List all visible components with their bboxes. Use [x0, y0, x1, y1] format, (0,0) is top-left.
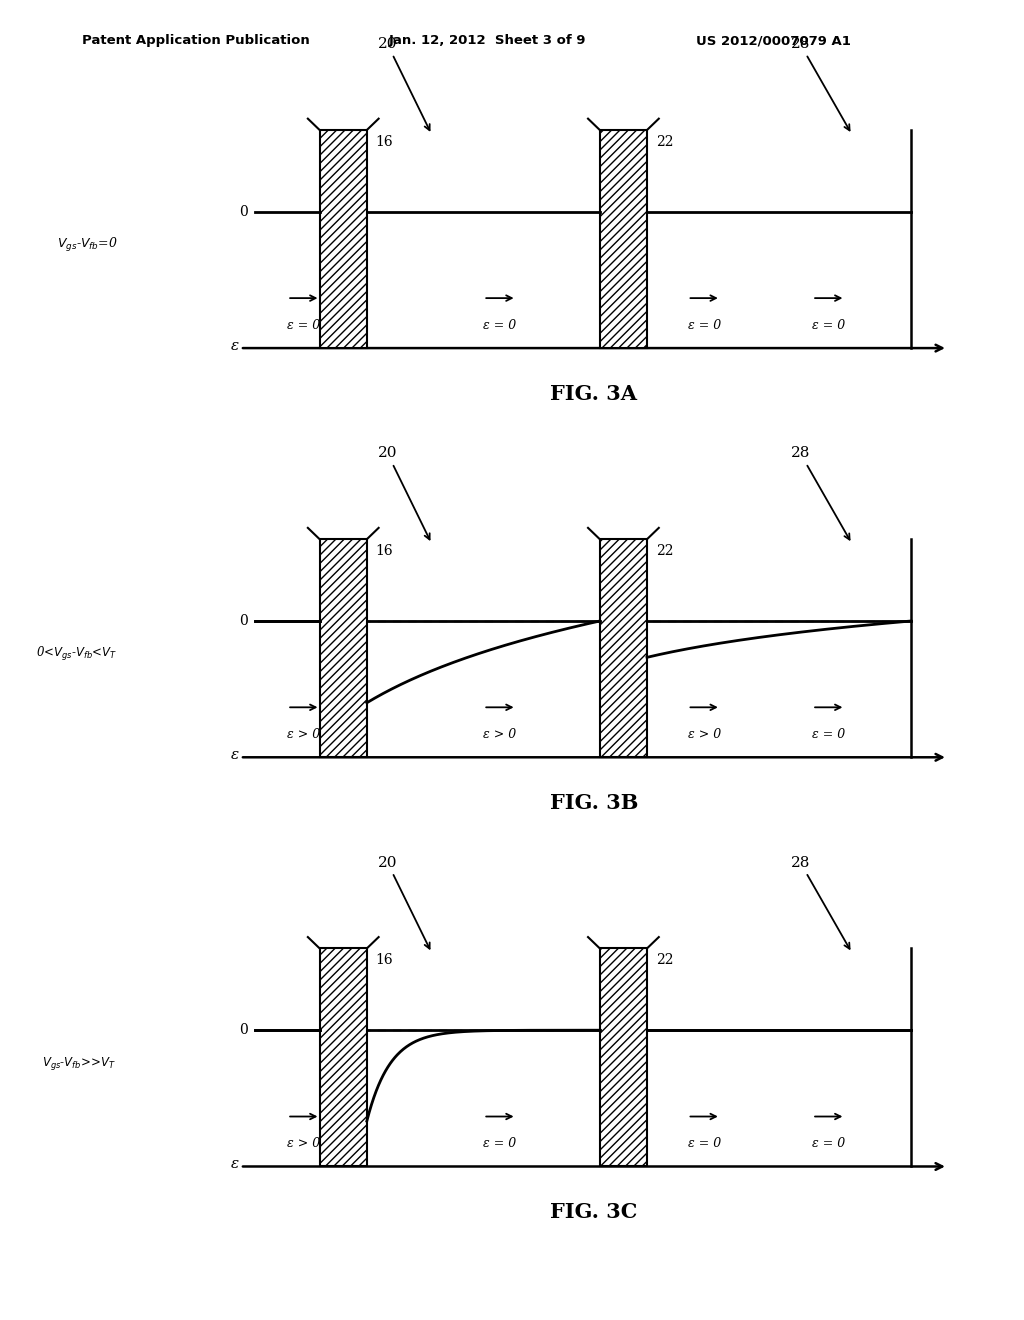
Text: ε > 0: ε > 0	[287, 727, 321, 741]
Text: ε = 0: ε = 0	[287, 318, 321, 331]
Text: 22: 22	[655, 135, 674, 149]
Text: ε = 0: ε = 0	[812, 318, 846, 331]
Text: ε > 0: ε > 0	[687, 727, 721, 741]
Text: 0<$V_{gs}$-$V_{fb}$<$V_T$: 0<$V_{gs}$-$V_{fb}$<$V_T$	[36, 645, 118, 664]
Text: 0: 0	[239, 614, 248, 628]
Text: 28: 28	[791, 37, 850, 131]
Text: 22: 22	[655, 953, 674, 968]
Text: ε = 0: ε = 0	[483, 1137, 516, 1150]
Text: US 2012/0007079 A1: US 2012/0007079 A1	[696, 34, 851, 48]
Text: $V_{gs}$-$V_{fb}$=0: $V_{gs}$-$V_{fb}$=0	[56, 236, 118, 255]
FancyBboxPatch shape	[600, 949, 647, 1167]
Text: ε = 0: ε = 0	[687, 1137, 721, 1150]
Text: 28: 28	[791, 855, 850, 949]
Text: 28: 28	[791, 446, 850, 540]
Text: 16: 16	[376, 953, 393, 968]
Text: ε = 0: ε = 0	[483, 318, 516, 331]
FancyBboxPatch shape	[319, 949, 367, 1167]
Text: ε > 0: ε > 0	[287, 1137, 321, 1150]
Text: ε = 0: ε = 0	[812, 1137, 846, 1150]
Text: 16: 16	[376, 135, 393, 149]
Text: ε: ε	[230, 339, 239, 352]
Text: 0: 0	[239, 1023, 248, 1038]
Text: ε: ε	[230, 1158, 239, 1171]
Text: $V_{gs}$-$V_{fb}$>>$V_T$: $V_{gs}$-$V_{fb}$>>$V_T$	[42, 1055, 116, 1072]
FancyBboxPatch shape	[319, 131, 367, 348]
Text: FIG. 3C: FIG. 3C	[550, 1203, 638, 1222]
Text: Patent Application Publication: Patent Application Publication	[82, 34, 309, 48]
Text: FIG. 3B: FIG. 3B	[550, 793, 638, 813]
FancyBboxPatch shape	[319, 540, 367, 758]
Text: ε > 0: ε > 0	[483, 727, 516, 741]
Text: ε = 0: ε = 0	[687, 318, 721, 331]
Text: 20: 20	[378, 446, 430, 540]
Text: 16: 16	[376, 544, 393, 558]
Text: 20: 20	[378, 37, 430, 131]
Text: 0: 0	[239, 205, 248, 219]
Text: ε: ε	[230, 748, 239, 762]
FancyBboxPatch shape	[600, 131, 647, 348]
Text: 20: 20	[378, 855, 430, 949]
Text: ε = 0: ε = 0	[812, 727, 846, 741]
Text: 22: 22	[655, 544, 674, 558]
FancyBboxPatch shape	[600, 540, 647, 758]
Text: Jan. 12, 2012  Sheet 3 of 9: Jan. 12, 2012 Sheet 3 of 9	[389, 34, 587, 48]
Text: FIG. 3A: FIG. 3A	[551, 384, 637, 404]
